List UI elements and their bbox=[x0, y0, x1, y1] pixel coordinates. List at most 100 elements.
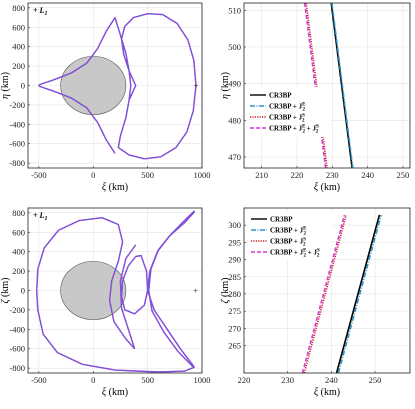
y-axis-symbol: η bbox=[0, 94, 11, 99]
legend-sup: S bbox=[317, 249, 320, 254]
legend-text: CR3BP bbox=[270, 216, 293, 224]
l1-subscript: 1 bbox=[44, 11, 47, 17]
trajectory-series-a bbox=[148, 211, 195, 369]
y-tick-label: -600 bbox=[9, 139, 25, 149]
x-tick-label: 500 bbox=[141, 375, 154, 385]
plot-area bbox=[303, 3, 354, 168]
x-axis-unit: (km) bbox=[318, 387, 340, 398]
y-tick-label: 470 bbox=[228, 152, 241, 162]
y-tick-label: 400 bbox=[12, 42, 25, 52]
legend-text: CR3BP + J bbox=[270, 249, 304, 257]
series-line bbox=[331, 3, 354, 168]
y-tick-label: 400 bbox=[12, 247, 25, 257]
legend-text: CR3BP + J bbox=[269, 114, 303, 122]
x-tick-label: 220 bbox=[291, 170, 304, 180]
x-axis-symbol: ξ bbox=[102, 387, 107, 398]
legend-sup: S bbox=[316, 125, 319, 130]
x-axis-unit: (km) bbox=[318, 182, 340, 193]
x-tick-label: 230 bbox=[281, 375, 294, 385]
y-axis-label: ζ (km) bbox=[0, 277, 11, 303]
trajectory-series-a bbox=[36, 217, 195, 373]
x-tick-label: 0 bbox=[91, 375, 95, 385]
legend-sub: 2 bbox=[316, 130, 319, 135]
chart-panel-top-left: -500 0 500 1000 -800 -600 -400 -200 0 200 400 600 80… bbox=[0, 2, 211, 193]
trajectory-series-a bbox=[120, 210, 195, 368]
x-axis-label: ξ (km) bbox=[102, 182, 128, 193]
y-tick-label: 0 bbox=[21, 286, 25, 296]
legend-sub: 2 bbox=[303, 108, 306, 113]
y-tick-label: 200 bbox=[12, 61, 25, 71]
series-line bbox=[301, 214, 346, 373]
x-tick-label: 230 bbox=[326, 170, 339, 180]
y-tick-label: -200 bbox=[9, 305, 25, 315]
series-line bbox=[335, 214, 381, 373]
y-tick-label: 280 bbox=[228, 289, 241, 299]
y-tick-label: -800 bbox=[9, 363, 25, 373]
y-axis-label: ζ (km) bbox=[220, 277, 231, 303]
y-tick-label: 270 bbox=[228, 323, 241, 333]
y-tick-label: 800 bbox=[12, 3, 25, 13]
y-tick-label: 490 bbox=[228, 79, 241, 89]
l1-annotation: + L1 bbox=[33, 211, 47, 222]
x-axis-unit: (km) bbox=[106, 182, 128, 193]
y-axis-symbol: η bbox=[220, 94, 231, 99]
primary-body bbox=[60, 261, 127, 320]
x-tick-label: 240 bbox=[361, 170, 374, 180]
chart-panel-bottom-left: -500 0 500 1000 -800 -600 -400 -200 0 200 400 600 80… bbox=[0, 207, 211, 398]
y-tick-label: 285 bbox=[228, 272, 241, 282]
x-tick-label: 500 bbox=[141, 170, 154, 180]
y-tick-label: -400 bbox=[9, 119, 25, 129]
legend-sub: 2 bbox=[304, 254, 307, 259]
x-axis-symbol: ξ bbox=[314, 387, 319, 398]
y-tick-label: 510 bbox=[228, 5, 241, 15]
l2-marker: + bbox=[194, 81, 199, 91]
axes-frame bbox=[243, 2, 411, 169]
legend-text: CR3BP + J bbox=[270, 238, 304, 246]
y-axis-symbol: ζ bbox=[220, 299, 231, 304]
legend-sup: E bbox=[302, 125, 306, 130]
plot-area: + bbox=[36, 210, 198, 373]
axes-frame bbox=[243, 207, 411, 374]
legend-sub: 2 bbox=[317, 254, 320, 259]
legend-text: CR3BP + J bbox=[269, 103, 303, 111]
x-axis-label: ξ (km) bbox=[102, 387, 128, 398]
trajectory-series-a bbox=[119, 244, 137, 349]
l1-subscript: 1 bbox=[44, 216, 47, 222]
legend-text: CR3BP + J bbox=[269, 125, 303, 133]
legend-entry: CR3BP bbox=[269, 92, 292, 100]
y-tick-label: -200 bbox=[9, 100, 25, 110]
x-tick-label: 1000 bbox=[194, 170, 211, 180]
y-axis-symbol: ζ bbox=[0, 299, 11, 304]
y-tick-label: -400 bbox=[9, 324, 25, 334]
y-tick-label: -600 bbox=[9, 344, 25, 354]
legend-text: + J bbox=[305, 125, 316, 133]
legend-sub: 2 bbox=[303, 243, 306, 248]
legend-sub: 2 bbox=[302, 119, 305, 124]
primary-body bbox=[60, 56, 127, 115]
legend-entry: CR3BP + JS 2 bbox=[269, 114, 305, 124]
legend-sup: S bbox=[302, 114, 305, 119]
x-axis-label: ξ (km) bbox=[314, 182, 340, 193]
axes-frame bbox=[27, 2, 203, 169]
x-axis-label: ξ (km) bbox=[314, 387, 340, 398]
y-axis-unit: (km) bbox=[220, 72, 231, 94]
y-tick-label: 0 bbox=[21, 81, 25, 91]
legend-sup: E bbox=[303, 227, 307, 232]
series-line bbox=[305, 3, 328, 168]
y-axis-unit: (km) bbox=[220, 277, 231, 299]
legend-sup: E bbox=[302, 103, 306, 108]
l1-annotation: + L1 bbox=[33, 6, 47, 17]
y-tick-label: 500 bbox=[228, 42, 241, 52]
trajectory-series-b bbox=[148, 211, 195, 369]
legend-entry: CR3BP + JE 2 bbox=[269, 103, 306, 113]
y-axis-label: η (km) bbox=[0, 72, 11, 99]
legend-sup: E bbox=[303, 249, 307, 254]
chart-panel-bottom-right: 220 230 240 250 265 270 275 280 285 290 295 300 ξ (k… bbox=[220, 207, 411, 398]
legend-entry: CR3BP bbox=[270, 216, 293, 224]
trajectory-series-a bbox=[114, 13, 197, 160]
trajectory-series-a bbox=[38, 17, 116, 154]
